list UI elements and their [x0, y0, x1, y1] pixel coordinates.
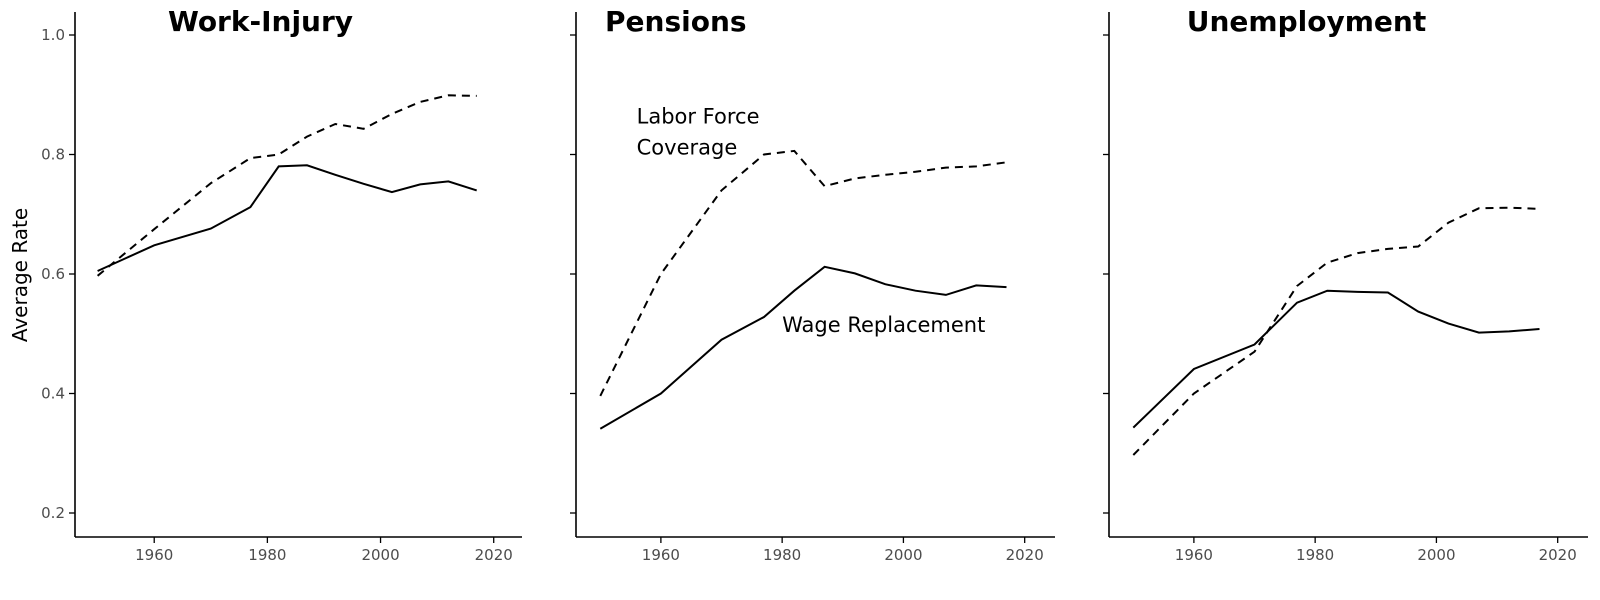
x-tick-label: 2020 — [1539, 546, 1577, 564]
series-line-dashed — [96, 94, 477, 277]
annotation-label: Labor Force — [637, 104, 760, 128]
series-line-solid — [599, 265, 1007, 430]
x-tick-label: 2000 — [1417, 546, 1455, 564]
series-line-dashed — [1132, 206, 1540, 456]
x-tick-label: 2020 — [1006, 546, 1044, 564]
y-tick-label: 0.4 — [41, 385, 65, 403]
y-axis-label: Average Rate — [8, 208, 32, 342]
panel-title: Work-Injury — [168, 5, 353, 38]
x-tick-label: 1960 — [1175, 546, 1213, 564]
series-line-solid — [1132, 289, 1540, 429]
y-tick-label: 0.6 — [41, 265, 65, 283]
panel-title: Pensions — [605, 5, 747, 38]
x-tick-label: 1980 — [1296, 546, 1334, 564]
y-tick-label: 0.8 — [41, 146, 65, 164]
x-tick-label: 1980 — [248, 546, 286, 564]
panel-work-injury: 0.2 0.4 0.6 0.8 1.0 1960 1980 2000 2020 Work-Inju… — [41, 5, 522, 564]
x-tick-label: 2020 — [475, 546, 513, 564]
x-tick-label: 2000 — [884, 546, 922, 564]
panel-title: Unemployment — [1187, 5, 1426, 38]
panel-unemployment: 1960 1980 2000 2020 Unemployment — [1103, 5, 1588, 564]
annotation-label: Wage Replacement — [782, 313, 985, 337]
x-tick-label: 1960 — [642, 546, 680, 564]
annotation-label: Coverage — [637, 135, 738, 159]
series-line-solid — [97, 164, 478, 272]
y-tick-label: 1.0 — [41, 26, 65, 44]
x-tick-label: 2000 — [361, 546, 399, 564]
panel-pensions: 1960 1980 2000 2020 Labor Force Coverage Wage … — [570, 5, 1055, 564]
y-tick-label: 0.2 — [41, 504, 65, 522]
series-line-dashed — [599, 149, 1007, 397]
panels: 0.2 0.4 0.6 0.8 1.0 1960 1980 2000 2020 Work-Inju… — [41, 5, 1588, 564]
x-tick-label: 1980 — [763, 546, 801, 564]
x-tick-label: 1960 — [135, 546, 173, 564]
